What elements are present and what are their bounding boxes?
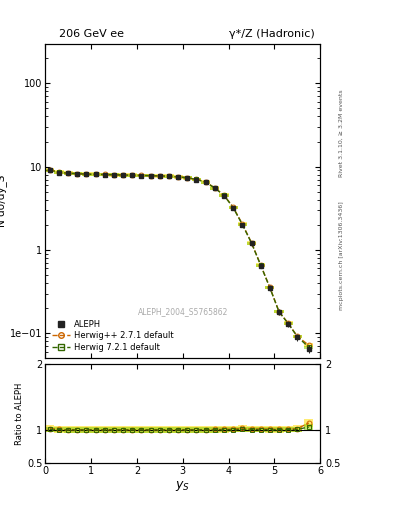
Text: γ*/Z (Hadronic): γ*/Z (Hadronic) xyxy=(229,29,315,39)
X-axis label: $y_S$: $y_S$ xyxy=(175,479,190,493)
Y-axis label: Ratio to ALEPH: Ratio to ALEPH xyxy=(15,382,24,444)
Text: 206 GeV ee: 206 GeV ee xyxy=(59,29,124,39)
Legend: ALEPH, Herwig++ 2.7.1 default, Herwig 7.2.1 default: ALEPH, Herwig++ 2.7.1 default, Herwig 7.… xyxy=(50,317,176,354)
Y-axis label: N dσ/dy_S: N dσ/dy_S xyxy=(0,175,7,227)
Text: ALEPH_2004_S5765862: ALEPH_2004_S5765862 xyxy=(138,307,228,316)
Text: mcplots.cern.ch [arXiv:1306.3436]: mcplots.cern.ch [arXiv:1306.3436] xyxy=(339,202,343,310)
Text: Rivet 3.1.10, ≥ 3.2M events: Rivet 3.1.10, ≥ 3.2M events xyxy=(339,89,343,177)
